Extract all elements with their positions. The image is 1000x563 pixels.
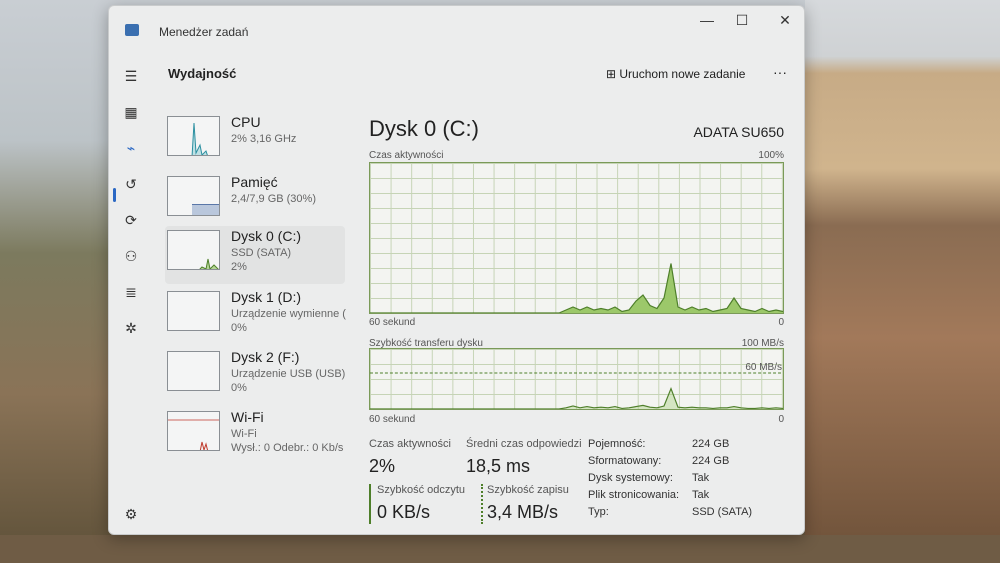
property-value: Tak [692,472,710,484]
item-name: CPU [231,114,261,130]
item-sub: 2,4/7,9 GB (30%) [231,193,316,205]
property-label: Pojemność: [588,438,646,450]
transfer-x-label: 60 sekund [369,414,416,425]
desktop-wallpaper [805,0,1000,563]
transfer-chart-mid: 60 MB/s [745,362,782,373]
sidebar-item-wifi[interactable]: Wi-Fi Wi-Fi Wysł.: 0 Odebr.: 0 Kb/s [165,407,345,465]
wifi-thumbnail [167,411,220,451]
property-label: Sformatowany: [588,455,662,467]
disk-title: Dysk 0 (C:) [369,116,479,141]
property-value: 224 GB [692,455,730,467]
disk1-thumbnail [167,291,220,331]
transfer-min: 0 [778,414,784,425]
active-indicator [113,188,116,202]
read-speed-label: Szybkość odczytu [377,484,466,496]
item-name: Dysk 2 (F:) [231,349,300,365]
sidebar-item-disk2[interactable]: Dysk 2 (F:) Urządzenie USB (USB) 0% [165,347,345,405]
write-legend-line [481,484,483,524]
new-task-icon: ⊞ [606,67,620,81]
title-bar: Menedżer zadań — ☐ ✕ [109,6,804,51]
transfer-chart [369,348,784,410]
desktop-wallpaper-bottom [0,535,1000,563]
transfer-chart-label: Szybkość transferu dysku [369,338,483,349]
page-title: Wydajność [168,66,237,81]
item-name: Wi-Fi [231,409,264,425]
hamburger-icon[interactable]: ☰ [124,68,138,84]
transfer-chart-max: 100 MB/s [741,338,784,349]
disk-model: ADATA SU650 [693,124,784,140]
activity-x-label: 60 sekund [369,317,416,328]
property-label: Dysk systemowy: [588,472,673,484]
item-value: Wysł.: 0 Odebr.: 0 Kb/s [231,442,344,454]
write-speed-value: 3,4 MB/s [487,502,559,522]
sidebar-item-cpu[interactable]: CPU 2% 3,16 GHz [165,112,345,170]
task-manager-window: Menedżer zadań — ☐ ✕ ☰ ▦ ⌁ ↺ ⟳ ⚇ ≣ ✲ ⚙ W… [108,5,805,535]
read-speed-value: 0 KB/s [377,502,431,522]
property-label: Typ: [588,506,609,518]
performance-icon[interactable]: ⌁ [126,140,136,156]
series-area [370,263,783,313]
active-time-label: Czas aktywności [369,438,451,450]
item-name: Dysk 1 (D:) [231,289,301,305]
item-name: Pamięć [231,174,278,190]
window-title: Menedżer zadań [159,25,249,39]
item-sub: Wi-Fi [231,428,257,440]
more-options-button[interactable]: ··· [773,64,787,80]
property-label: Plik stronicowania: [588,489,680,501]
users-icon[interactable]: ⚇ [124,248,138,264]
minimize-button[interactable]: — [700,12,714,28]
startup-icon[interactable]: ⟳ [125,212,137,228]
nav-rail: ☰ ▦ ⌁ ↺ ⟳ ⚇ ≣ ✲ ⚙ [109,51,153,534]
active-time-value: 2% [369,456,396,476]
activity-chart-label: Czas aktywności [369,150,444,161]
property-value: 224 GB [692,438,730,450]
response-time-value: 18,5 ms [466,456,531,476]
disk0-thumbnail [167,230,220,270]
item-sub: Urządzenie wymienne (USB) [231,308,346,320]
disk2-thumbnail [167,351,220,391]
close-button[interactable]: ✕ [779,12,791,28]
cpu-thumbnail [167,116,220,156]
series-line [370,263,783,313]
sidebar-item-disk1[interactable]: Dysk 1 (D:) Urządzenie wymienne (USB) 0% [165,287,346,345]
series-line [370,386,783,409]
item-sub: Urządzenie USB (USB) [231,368,346,380]
write-speed-label: Szybkość zapisu [487,484,569,496]
processes-icon[interactable]: ▦ [124,104,138,120]
item-value: 0% [231,382,247,394]
item-value: 2% [231,261,247,273]
item-sub: SSD (SATA) [231,247,292,259]
activity-chart [369,162,784,314]
memory-thumbnail [167,176,220,216]
activity-min: 0 [778,317,784,328]
services-icon[interactable]: ✲ [125,320,137,336]
read-legend-line [369,484,371,524]
item-value: 0% [231,322,247,334]
property-value: Tak [692,489,710,501]
task-manager-icon [125,24,139,36]
sidebar-item-memory[interactable]: Pamięć 2,4/7,9 GB (30%) [165,172,345,230]
new-task-label: Uruchom nowe zadanie [619,67,746,81]
response-time-label: Średni czas odpowiedzi [466,438,582,450]
property-value: SSD (SATA) [692,506,753,518]
sidebar-item-disk0[interactable]: Dysk 0 (C:) SSD (SATA) 2% [165,226,345,284]
activity-chart-max: 100% [758,150,784,161]
maximize-button[interactable]: ☐ [735,12,749,28]
settings-icon[interactable]: ⚙ [124,506,138,522]
history-icon[interactable]: ↺ [125,176,137,192]
series-area [370,388,783,409]
new-task-button[interactable]: ⊞ Uruchom nowe zadanie [606,67,745,81]
item-sub: 2% 3,16 GHz [231,133,297,145]
item-name: Dysk 0 (C:) [231,228,301,244]
details-icon[interactable]: ≣ [125,284,137,300]
